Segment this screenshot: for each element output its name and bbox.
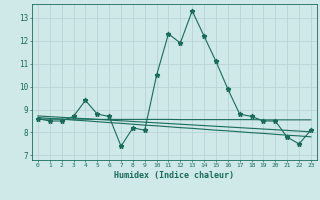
- X-axis label: Humidex (Indice chaleur): Humidex (Indice chaleur): [115, 171, 234, 180]
